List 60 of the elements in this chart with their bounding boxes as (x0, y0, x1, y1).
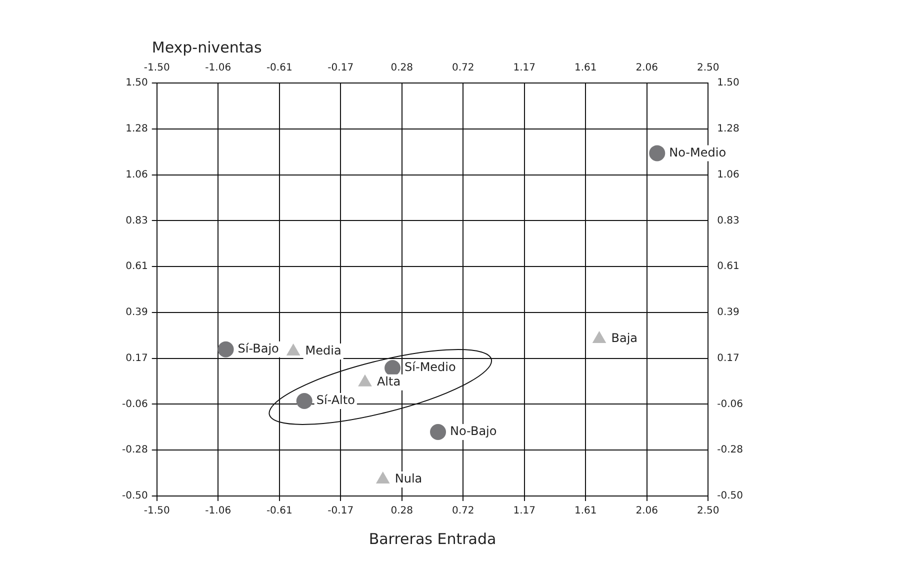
x2-tick-label: -0.17 (328, 506, 354, 517)
x2-tick-label: -0.61 (266, 506, 292, 517)
x2-tick-label: 2.06 (636, 506, 658, 517)
y-tick-label: 1.06 (126, 169, 148, 180)
y2-tick-label: -0.28 (717, 444, 743, 456)
point (649, 145, 666, 162)
x-tick-label: -1.06 (205, 62, 232, 74)
annotation: Sí-Medio (404, 360, 456, 374)
point (358, 374, 372, 386)
y2-tick-label: 1.28 (717, 123, 740, 134)
y-tick-label: 1.50 (126, 78, 148, 89)
x-tick-label: -0.17 (328, 62, 354, 74)
y-tick-label: 0.39 (126, 307, 148, 318)
point (218, 341, 234, 358)
x-tick-label: 2.50 (696, 62, 720, 74)
point (376, 471, 390, 484)
x-tick-label: 2.06 (636, 62, 658, 74)
x2-tick-label: 1.17 (513, 506, 536, 517)
y2-tick-label: 1.50 (717, 78, 740, 89)
annotation: Alta (376, 374, 401, 389)
point (430, 424, 446, 440)
point (384, 360, 401, 376)
y2-tick-label: 0.17 (717, 352, 740, 364)
x-tick-label: 0.72 (452, 62, 474, 74)
x-axis-title: Barreras Entrada (368, 530, 496, 548)
y-tick-label: -0.50 (122, 490, 148, 502)
x-tick-label: 0.28 (390, 62, 414, 74)
y-tick-label: 0.61 (126, 261, 148, 272)
y-tick-label: 1.28 (126, 123, 148, 134)
y-axis-title: Mexp-niventas (152, 38, 262, 56)
y-tick-label: 0.17 (126, 352, 148, 364)
y2-tick-label: 0.39 (717, 307, 740, 318)
point (286, 343, 300, 356)
x-tick-label: -1.50 (144, 62, 170, 74)
x2-tick-label: -1.50 (144, 506, 170, 517)
annotation: No-Bajo (450, 424, 497, 438)
x2-tick-label: -1.06 (205, 506, 232, 517)
x-tick-label: 1.61 (574, 62, 597, 74)
y2-tick-label: -0.50 (717, 490, 743, 502)
annotation: Nula (394, 472, 422, 486)
x2-tick-label: 2.50 (696, 506, 720, 517)
y-tick-label: -0.06 (122, 398, 148, 410)
y2-tick-label: 0.83 (717, 215, 740, 226)
point (296, 393, 312, 410)
annotation: Sí-Bajo (238, 342, 279, 356)
y-tick-label: 0.83 (126, 215, 148, 226)
y-tick-label: -0.28 (122, 444, 148, 456)
y2-tick-label: 0.61 (717, 261, 740, 272)
x2-tick-label: 0.72 (452, 506, 474, 517)
y2-tick-label: 1.06 (717, 169, 740, 180)
annotation: No-Medio (669, 145, 726, 160)
annotation: Sí-Alto (316, 393, 355, 408)
y2-tick-label: -0.06 (717, 398, 743, 410)
point (592, 331, 606, 344)
annotation: Baja (611, 331, 638, 346)
x2-tick-label: 0.28 (390, 506, 414, 517)
x-tick-label: -0.61 (266, 62, 292, 74)
x-tick-label: 1.17 (513, 62, 536, 74)
annotation: Media (305, 344, 342, 358)
x2-tick-label: 1.61 (574, 506, 597, 517)
